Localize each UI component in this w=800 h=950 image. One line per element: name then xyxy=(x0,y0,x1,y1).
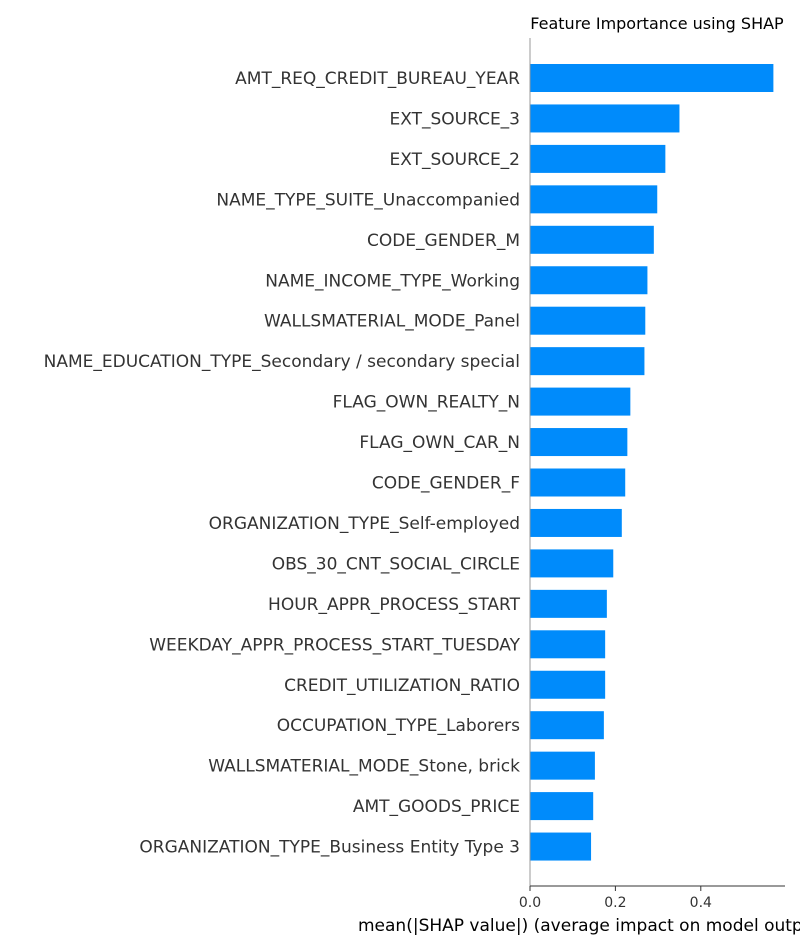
bar-1 xyxy=(530,104,680,133)
feature-label-19: ORGANIZATION_TYPE_Business Entity Type 3 xyxy=(139,838,520,858)
feature-label-3: NAME_TYPE_SUITE_Unaccompanied xyxy=(216,190,520,210)
feature-label-14: WEEKDAY_APPR_PROCESS_START_TUESDAY xyxy=(149,635,520,655)
bar-2 xyxy=(530,144,666,173)
feature-label-9: FLAG_OWN_CAR_N xyxy=(359,433,520,453)
bar-16 xyxy=(530,711,604,740)
feature-label-6: WALLSMATERIAL_MODE_Panel xyxy=(264,312,520,332)
chart-title: Feature Importance using SHAP xyxy=(530,14,784,33)
bar-6 xyxy=(530,306,646,335)
bar-9 xyxy=(530,428,628,457)
bar-7 xyxy=(530,347,645,376)
feature-label-13: HOUR_APPR_PROCESS_START xyxy=(268,595,521,615)
bars-layer xyxy=(530,64,774,861)
feature-label-15: CREDIT_UTILIZATION_RATIO xyxy=(284,676,520,696)
bar-5 xyxy=(530,266,648,295)
bar-10 xyxy=(530,468,626,497)
bar-18 xyxy=(530,792,594,821)
feature-label-1: EXT_SOURCE_3 xyxy=(390,109,520,129)
bar-15 xyxy=(530,670,606,699)
bar-14 xyxy=(530,630,606,659)
bar-13 xyxy=(530,589,607,618)
x-tick-label-2: 0.4 xyxy=(690,895,712,911)
bar-4 xyxy=(530,225,654,254)
feature-label-18: AMT_GOODS_PRICE xyxy=(353,797,520,817)
feature-label-7: NAME_EDUCATION_TYPE_Secondary / secondar… xyxy=(44,352,520,372)
x-tick-label-0: 0.0 xyxy=(519,895,541,911)
bar-17 xyxy=(530,751,595,780)
feature-label-4: CODE_GENDER_M xyxy=(367,231,520,251)
feature-label-16: OCCUPATION_TYPE_Laborers xyxy=(277,716,520,736)
x-axis-title: mean(|SHAP value|) (average impact on mo… xyxy=(358,916,800,936)
feature-labels-layer: AMT_REQ_CREDIT_BUREAU_YEAR EXT_SOURCE_3 EX… xyxy=(44,69,521,858)
feature-label-5: NAME_INCOME_TYPE_Working xyxy=(265,271,520,291)
bar-12 xyxy=(530,549,614,578)
feature-label-11: ORGANIZATION_TYPE_Self-employed xyxy=(209,514,520,534)
bar-8 xyxy=(530,387,631,416)
feature-label-2: EXT_SOURCE_2 xyxy=(390,150,520,170)
feature-label-12: OBS_30_CNT_SOCIAL_CIRCLE xyxy=(272,554,520,574)
feature-label-10: CODE_GENDER_F xyxy=(372,474,520,494)
bar-0 xyxy=(530,64,774,92)
bar-3 xyxy=(530,185,658,214)
feature-label-0: AMT_REQ_CREDIT_BUREAU_YEAR xyxy=(235,69,520,89)
bar-19 xyxy=(530,832,592,861)
bar-11 xyxy=(530,508,622,537)
x-tick-label-1: 0.2 xyxy=(604,895,626,911)
feature-label-8: FLAG_OWN_REALTY_N xyxy=(333,393,520,413)
x-axis-ticks: 0.0 0.2 0.4 xyxy=(519,886,712,911)
feature-label-17: WALLSMATERIAL_MODE_Stone, brick xyxy=(208,757,520,777)
